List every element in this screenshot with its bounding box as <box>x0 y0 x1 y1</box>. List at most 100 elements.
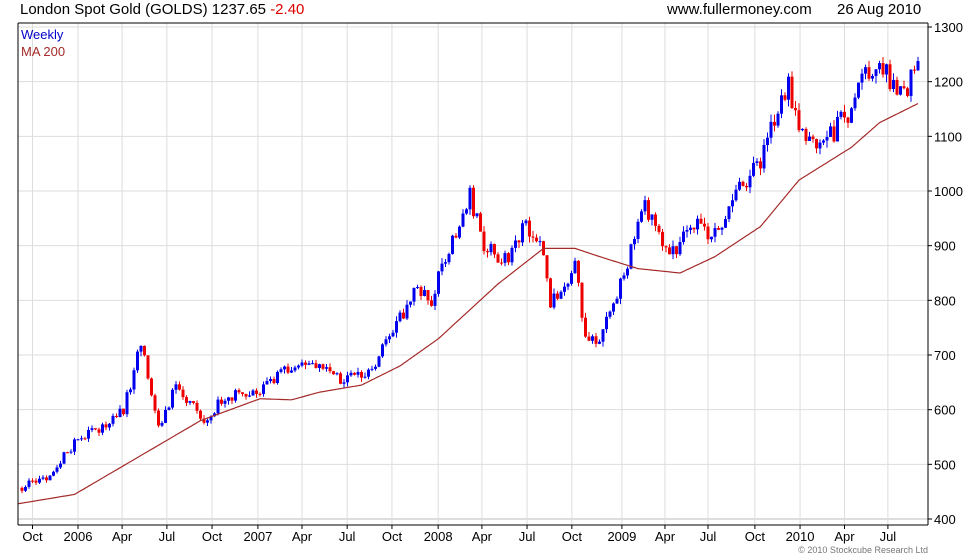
candle-body <box>314 363 318 368</box>
candle-body <box>619 278 622 299</box>
ma200-line <box>18 102 919 505</box>
candle-body <box>339 373 342 384</box>
candle-body <box>27 480 31 487</box>
candle-body <box>563 286 566 292</box>
candle-body <box>584 317 587 337</box>
candle-body <box>146 355 150 379</box>
candle-body <box>794 108 797 111</box>
candle-body <box>251 390 255 396</box>
candle-body <box>521 223 524 243</box>
candle-body <box>507 253 510 263</box>
candle-body <box>118 408 122 418</box>
candle-body <box>825 137 829 141</box>
candle-body <box>454 235 458 238</box>
candle-body <box>661 231 664 247</box>
candle-body <box>822 140 825 143</box>
candle-body <box>808 136 811 141</box>
legend-weekly: Weekly <box>21 27 64 42</box>
x-tick-label: Oct <box>202 529 223 544</box>
last-price: 1237.65 <box>211 1 267 18</box>
candle-body <box>836 116 839 142</box>
candle-body <box>549 278 552 308</box>
candle-body <box>48 475 52 481</box>
candle-body <box>538 241 542 243</box>
candle-body <box>202 418 206 423</box>
candle-body <box>185 397 188 403</box>
candle-body <box>486 251 489 253</box>
candle-body <box>871 75 874 79</box>
candle-body <box>328 367 332 372</box>
candle-body <box>650 214 654 220</box>
candle-body <box>437 271 440 294</box>
y-tick-label: 600 <box>934 403 956 418</box>
candle-body <box>255 390 258 394</box>
candle-body <box>605 316 608 330</box>
candle-body <box>419 287 423 296</box>
candle-body <box>552 293 556 308</box>
candle-body <box>38 478 41 483</box>
candle-body <box>482 231 486 252</box>
candle-body <box>59 463 62 468</box>
x-tick-label: Oct <box>22 529 43 544</box>
candle-body <box>101 424 104 433</box>
candle-body <box>73 439 76 452</box>
candle-body <box>577 260 580 283</box>
candle-body <box>734 189 738 201</box>
chart-date: 26 Aug 2010 <box>837 1 922 18</box>
candle-body <box>881 63 885 75</box>
candle-body <box>622 275 626 279</box>
candle-body <box>874 69 878 76</box>
candle-body <box>594 336 598 344</box>
candle-body <box>220 399 223 404</box>
candle-body <box>342 382 346 384</box>
candle-body <box>304 362 307 365</box>
candle-body <box>769 121 773 138</box>
candle-body <box>815 139 818 149</box>
candle-body <box>510 247 514 263</box>
candle-body <box>514 240 517 248</box>
candle-body <box>444 262 447 264</box>
candle-body <box>654 214 657 226</box>
candle-body <box>216 399 220 414</box>
candle-body <box>804 128 808 141</box>
candle-body <box>857 82 860 98</box>
x-tick-label: Jul <box>700 529 717 544</box>
candle-body <box>87 430 90 439</box>
candle-body <box>559 291 563 299</box>
candle-body <box>398 312 402 322</box>
candle-body <box>125 392 129 415</box>
price-change: -2.40 <box>270 1 305 18</box>
candle-body <box>657 225 661 232</box>
candle-body <box>475 213 479 217</box>
candle-body <box>447 253 451 263</box>
candle-body <box>192 401 195 403</box>
x-tick-label: Jul <box>880 529 897 544</box>
copyright: © 2010 Stockcube Research Ltd <box>798 545 928 555</box>
candle-body <box>171 389 174 408</box>
candle-body <box>556 293 559 299</box>
candle-body <box>531 236 535 238</box>
candle-body <box>195 402 199 411</box>
candle-body <box>696 218 699 230</box>
candle-body <box>199 410 202 419</box>
x-tick-label: Oct <box>745 529 766 544</box>
candle-body <box>720 227 724 230</box>
candle-body <box>24 486 27 491</box>
candle-body <box>356 372 360 375</box>
candle-body <box>321 364 325 369</box>
candle-body <box>139 345 143 352</box>
candle-body <box>353 372 356 375</box>
candle-body <box>395 321 398 333</box>
candle-body <box>801 128 804 131</box>
candle-body <box>157 410 160 426</box>
candle-body <box>811 136 815 140</box>
candle-body <box>325 367 328 369</box>
candle-body <box>69 451 73 453</box>
candle-body <box>664 246 668 248</box>
x-tick-label: 2009 <box>607 529 636 544</box>
candle-body <box>818 142 822 149</box>
candle-body <box>209 416 213 421</box>
site-url[interactable]: www.fullermoney.com <box>667 1 812 18</box>
candle-body <box>160 422 164 426</box>
